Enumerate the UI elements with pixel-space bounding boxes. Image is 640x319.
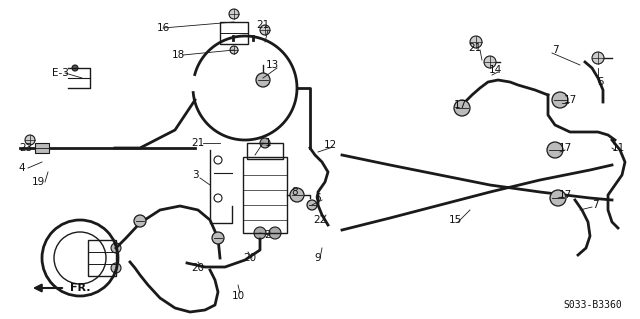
Circle shape: [212, 232, 224, 244]
Text: 17: 17: [563, 95, 577, 105]
Bar: [220, 22, 248, 44]
Text: 23: 23: [19, 143, 33, 153]
Text: 21: 21: [257, 20, 269, 30]
Circle shape: [550, 190, 566, 206]
Text: 14: 14: [488, 65, 502, 75]
Text: 22: 22: [314, 215, 326, 225]
Circle shape: [547, 142, 563, 158]
Text: 2: 2: [265, 230, 271, 240]
Text: 1: 1: [265, 138, 271, 148]
Circle shape: [552, 92, 568, 108]
Text: 19: 19: [31, 177, 45, 187]
Text: 17: 17: [453, 100, 467, 110]
Circle shape: [260, 138, 270, 148]
Circle shape: [72, 65, 78, 71]
Text: S033-B3360: S033-B3360: [563, 300, 622, 310]
Circle shape: [454, 100, 470, 116]
Text: 15: 15: [449, 215, 461, 225]
Text: E-3: E-3: [52, 68, 68, 78]
Circle shape: [307, 200, 317, 210]
Text: 18: 18: [172, 50, 184, 60]
Circle shape: [290, 188, 304, 202]
Text: 3: 3: [192, 170, 198, 180]
Circle shape: [229, 9, 239, 19]
Circle shape: [484, 56, 496, 68]
Circle shape: [260, 25, 270, 35]
Text: 20: 20: [243, 253, 257, 263]
Text: 10: 10: [232, 291, 244, 301]
Text: 12: 12: [323, 140, 337, 150]
Text: 6: 6: [315, 193, 321, 203]
Bar: [88, 240, 116, 276]
Text: 9: 9: [315, 253, 321, 263]
Text: 21: 21: [191, 138, 205, 148]
Bar: [243, 157, 287, 233]
Text: 17: 17: [558, 190, 572, 200]
Text: 20: 20: [191, 263, 205, 273]
Text: 4: 4: [19, 163, 26, 173]
Circle shape: [256, 73, 270, 87]
Circle shape: [254, 227, 266, 239]
Circle shape: [134, 215, 146, 227]
Circle shape: [230, 46, 238, 54]
Circle shape: [25, 135, 35, 145]
Text: 8: 8: [292, 187, 298, 197]
Circle shape: [111, 243, 121, 253]
Circle shape: [269, 227, 281, 239]
Text: 11: 11: [611, 143, 625, 153]
Text: 16: 16: [156, 23, 170, 33]
Circle shape: [470, 36, 482, 48]
Text: 13: 13: [266, 60, 278, 70]
Text: 21: 21: [468, 43, 482, 53]
Circle shape: [592, 52, 604, 64]
Bar: [247, 143, 283, 159]
Text: 17: 17: [558, 143, 572, 153]
Text: 7: 7: [552, 45, 558, 55]
Text: 5: 5: [596, 77, 604, 87]
Text: FR.: FR.: [70, 283, 90, 293]
Bar: [35, 143, 49, 153]
Text: 7: 7: [592, 200, 598, 210]
Circle shape: [111, 263, 121, 273]
